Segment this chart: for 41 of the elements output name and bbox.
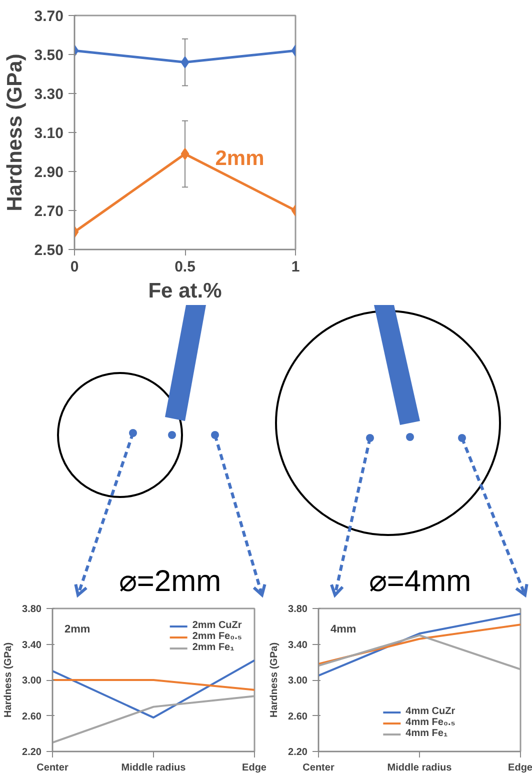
- y-tick-label: 2.20: [22, 747, 42, 758]
- y-tick-label: 2.20: [288, 747, 308, 758]
- legend-label: 2mm Fe₁: [192, 642, 234, 653]
- y-axis-title: Hardness (GPa): [3, 642, 14, 718]
- text: ⌀=2mm: [118, 564, 222, 598]
- y-tick-label: 3.30: [34, 86, 64, 103]
- y-tick-label: 3.80: [288, 604, 308, 615]
- y-tick-label: 2.60: [22, 711, 42, 722]
- x-tick-label: 1: [291, 258, 300, 276]
- y-axis-title: Hardness (GPa): [3, 54, 26, 212]
- x-tick-label: Edge: [508, 762, 532, 774]
- y-tick-label: 3.00: [22, 676, 42, 686]
- y-tick-label: 2.70: [34, 203, 64, 220]
- y-tick-label: 3.10: [34, 125, 64, 142]
- y-tick-label: 2.60: [288, 711, 308, 722]
- y-axis-title: Hardness (GPa): [269, 642, 280, 718]
- legend-label: 2mm Fe₀.₅: [192, 631, 242, 642]
- y-tick-label: 3.00: [288, 676, 308, 686]
- x-tick-label: Middle radius: [387, 762, 452, 774]
- x-axis-title: Fe at.%: [148, 280, 222, 302]
- y-tick-label: 2.50: [34, 242, 64, 259]
- x-tick-label: Center: [36, 762, 68, 774]
- x-tick-label: Center: [302, 762, 334, 774]
- y-tick-label: 3.40: [288, 640, 308, 651]
- legend-label: 4mm Fe₁: [406, 728, 448, 739]
- x-tick-label: Middle radius: [121, 762, 186, 774]
- annotation: 2mm: [64, 624, 90, 636]
- x-tick-label: 0: [70, 258, 79, 276]
- x-tick-label: 0.5: [174, 258, 196, 276]
- y-tick-label: 3.40: [22, 640, 42, 651]
- legend-label: 2mm CuZr: [192, 620, 242, 631]
- y-tick-label: 3.80: [22, 604, 42, 615]
- text: ⌀=4mm: [368, 564, 472, 598]
- y-tick-label: 2.90: [34, 164, 64, 181]
- y-tick-label: 3.50: [34, 47, 64, 64]
- legend-label: 4mm CuZr: [406, 706, 456, 717]
- x-tick-label: Edge: [242, 762, 267, 774]
- series-label: 2mm: [215, 147, 264, 170]
- y-tick-label: 3.70: [34, 8, 64, 25]
- legend-label: 4mm Fe₀.₅: [406, 717, 456, 728]
- annotation: 4mm: [330, 624, 356, 636]
